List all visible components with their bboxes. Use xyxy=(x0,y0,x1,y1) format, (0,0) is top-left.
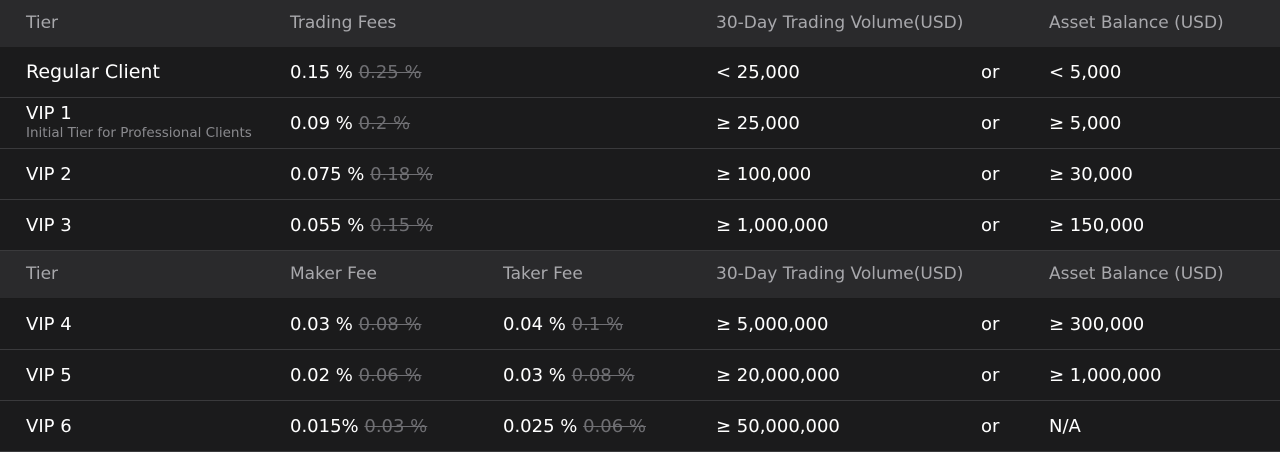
trading-fee: 0.055 % 0.15 % xyxy=(290,200,433,251)
current-maker-fee: 0.015% xyxy=(290,416,359,437)
current-taker-fee: 0.025 % xyxy=(503,416,578,437)
previous-fee: 0.2 % xyxy=(358,113,411,134)
trading-fee: 0.09 % 0.2 % xyxy=(290,98,410,149)
header-30-day-volume: 30-Day Trading Volume(USD) xyxy=(716,264,964,284)
maker-fee: 0.03 % 0.08 % xyxy=(290,299,422,350)
table-header-trading-fees: Tier Trading Fees 30-Day Trading Volume(… xyxy=(0,0,1280,47)
tier-name: Regular Client xyxy=(26,61,160,83)
volume-requirement: ≥ 20,000,000 xyxy=(716,365,840,386)
tier-name: VIP 4 xyxy=(26,314,72,335)
volume-requirement: ≥ 100,000 xyxy=(716,164,812,185)
balance-requirement: N/A xyxy=(1049,416,1081,437)
balance-requirement: ≥ 150,000 xyxy=(1049,215,1145,236)
previous-maker-fee: 0.03 % xyxy=(364,416,428,437)
tier-subtitle: Initial Tier for Professional Clients xyxy=(26,125,252,141)
previous-fee: 0.25 % xyxy=(358,62,422,83)
header-asset-balance: Asset Balance (USD) xyxy=(1049,264,1224,284)
previous-taker-fee: 0.08 % xyxy=(571,365,635,386)
table-row-vip-2: VIP 2 0.075 % 0.18 % ≥ 100,000 or ≥ 30,0… xyxy=(0,149,1280,200)
current-fee: 0.09 % xyxy=(290,113,353,134)
current-fee: 0.15 % xyxy=(290,62,353,83)
balance-requirement: < 5,000 xyxy=(1049,62,1122,83)
header-tier: Tier xyxy=(26,13,59,33)
current-taker-fee: 0.03 % xyxy=(503,365,566,386)
or-separator: or xyxy=(981,215,1000,236)
balance-requirement: ≥ 30,000 xyxy=(1049,164,1133,185)
taker-fee: 0.04 % 0.1 % xyxy=(503,299,623,350)
current-fee: 0.055 % xyxy=(290,215,365,236)
maker-fee: 0.02 % 0.06 % xyxy=(290,350,422,401)
or-separator: or xyxy=(981,314,1000,335)
previous-maker-fee: 0.08 % xyxy=(358,314,422,335)
header-asset-balance: Asset Balance (USD) xyxy=(1049,13,1224,33)
volume-requirement: ≥ 50,000,000 xyxy=(716,416,840,437)
volume-requirement: ≥ 25,000 xyxy=(716,113,800,134)
or-separator: or xyxy=(981,62,1000,83)
previous-fee: 0.15 % xyxy=(370,215,433,236)
or-separator: or xyxy=(981,416,1000,437)
table-row-vip-1: VIP 1 Initial Tier for Professional Clie… xyxy=(0,98,1280,149)
table-row-vip-4: VIP 4 0.03 % 0.08 % 0.04 % 0.1 % ≥ 5,000… xyxy=(0,299,1280,350)
balance-requirement: ≥ 300,000 xyxy=(1049,314,1145,335)
table-row-vip-6: VIP 6 0.015% 0.03 % 0.025 % 0.06 % ≥ 50,… xyxy=(0,401,1280,452)
tier-cell: VIP 1 Initial Tier for Professional Clie… xyxy=(26,103,252,141)
taker-fee: 0.03 % 0.08 % xyxy=(503,350,635,401)
taker-fee: 0.025 % 0.06 % xyxy=(503,401,646,452)
maker-fee: 0.015% 0.03 % xyxy=(290,401,427,452)
tier-name: VIP 5 xyxy=(26,365,72,386)
trading-fee: 0.075 % 0.18 % xyxy=(290,149,433,200)
balance-requirement: ≥ 5,000 xyxy=(1049,113,1122,134)
volume-requirement: ≥ 5,000,000 xyxy=(716,314,829,335)
current-taker-fee: 0.04 % xyxy=(503,314,566,335)
header-taker-fee: Taker Fee xyxy=(503,264,583,284)
table-header-maker-taker: Tier Maker Fee Taker Fee 30-Day Trading … xyxy=(0,251,1280,298)
current-maker-fee: 0.02 % xyxy=(290,365,353,386)
tier-name: VIP 2 xyxy=(26,164,72,185)
tier-name: VIP 6 xyxy=(26,416,72,437)
header-tier: Tier xyxy=(26,264,59,284)
header-30-day-volume: 30-Day Trading Volume(USD) xyxy=(716,13,964,33)
table-row-vip-5: VIP 5 0.02 % 0.06 % 0.03 % 0.08 % ≥ 20,0… xyxy=(0,350,1280,401)
or-separator: or xyxy=(981,164,1000,185)
previous-maker-fee: 0.06 % xyxy=(358,365,422,386)
table-row-vip-3: VIP 3 0.055 % 0.15 % ≥ 1,000,000 or ≥ 15… xyxy=(0,200,1280,251)
tier-name: VIP 3 xyxy=(26,215,72,236)
or-separator: or xyxy=(981,365,1000,386)
previous-taker-fee: 0.06 % xyxy=(583,416,646,437)
header-trading-fees: Trading Fees xyxy=(290,13,397,33)
trading-fee: 0.15 % 0.25 % xyxy=(290,47,422,98)
table-row-regular-client: Regular Client 0.15 % 0.25 % < 25,000 or… xyxy=(0,47,1280,98)
previous-taker-fee: 0.1 % xyxy=(571,314,624,335)
current-maker-fee: 0.03 % xyxy=(290,314,353,335)
balance-requirement: ≥ 1,000,000 xyxy=(1049,365,1162,386)
or-separator: or xyxy=(981,113,1000,134)
header-maker-fee: Maker Fee xyxy=(290,264,377,284)
volume-requirement: < 25,000 xyxy=(716,62,800,83)
volume-requirement: ≥ 1,000,000 xyxy=(716,215,829,236)
current-fee: 0.075 % xyxy=(290,164,365,185)
previous-fee: 0.18 % xyxy=(370,164,433,185)
tier-name: VIP 1 xyxy=(26,103,72,124)
